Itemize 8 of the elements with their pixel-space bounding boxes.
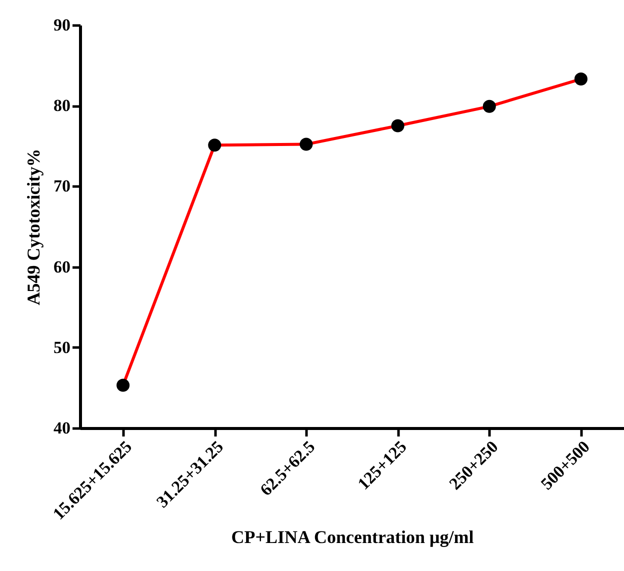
y-tick-label: 70	[54, 176, 70, 196]
y-axis-title: A549 Cytotoxicity%	[24, 148, 44, 306]
y-tick-label: 60	[54, 257, 70, 276]
y-tick-label: 50	[54, 338, 70, 357]
y-tick-label: 40	[54, 418, 70, 438]
y-tick-label: 90	[54, 16, 70, 34]
y-tick-label: 80	[54, 96, 70, 116]
x-axis-title: CP+LINA Concentration μg/ml	[231, 526, 474, 547]
